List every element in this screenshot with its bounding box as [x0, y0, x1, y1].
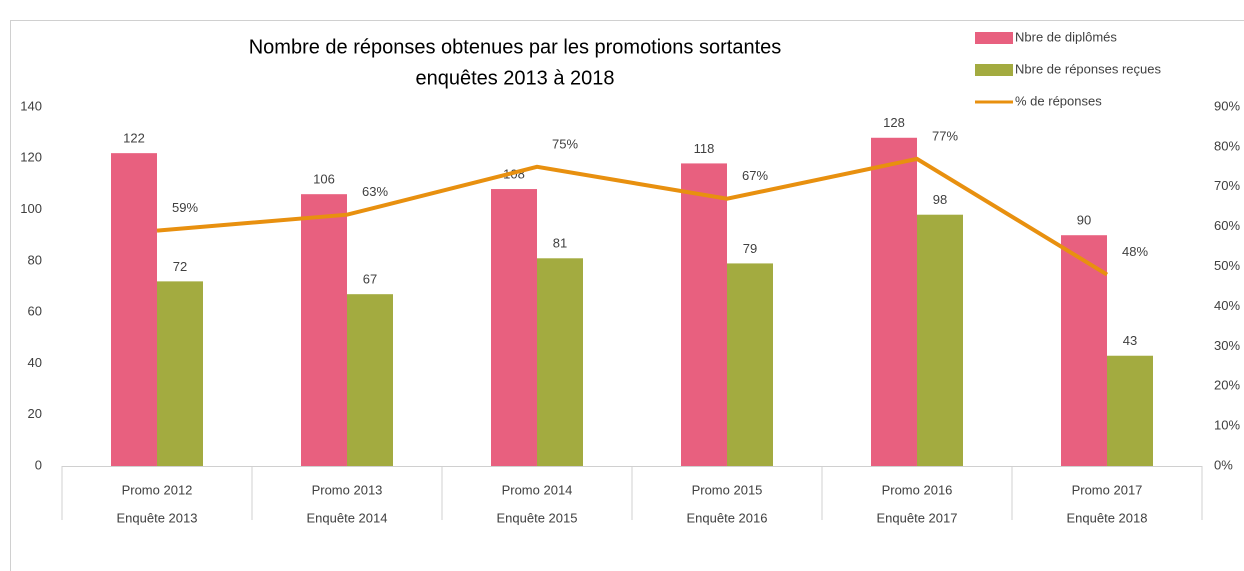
x-tick-label: Enquête 2016: [687, 510, 768, 525]
x-tick-label: Enquête 2015: [497, 510, 578, 525]
data-label: 63%: [362, 184, 388, 199]
bar: [681, 163, 727, 466]
bar: [871, 137, 917, 466]
data-label: 77%: [932, 128, 958, 143]
data-label: 48%: [1122, 244, 1148, 259]
x-tick-label: Enquête 2018: [1067, 510, 1148, 525]
x-tick-label: Enquête 2014: [307, 510, 388, 525]
bar: [157, 281, 203, 466]
legend-marker: [975, 64, 1013, 76]
data-label: 118: [694, 141, 715, 156]
x-tick-label: Promo 2016: [882, 482, 953, 497]
chart-border: [10, 20, 1244, 571]
x-tick-label: Enquête 2017: [877, 510, 958, 525]
x-tick-label: Enquête 2013: [117, 510, 198, 525]
data-label: 43: [1123, 333, 1137, 348]
y-tick-label: 40: [28, 355, 42, 370]
data-label: 59%: [172, 200, 198, 215]
y2-tick-label: 20%: [1214, 378, 1240, 393]
bar: [1107, 355, 1153, 466]
legend-label: Nbre de diplômés: [1015, 29, 1117, 44]
y2-tick-label: 10%: [1214, 418, 1240, 433]
x-tick-label: Promo 2017: [1072, 482, 1143, 497]
y2-tick-label: 70%: [1214, 178, 1240, 193]
y-tick-label: 120: [20, 150, 42, 165]
bar: [301, 194, 347, 466]
x-tick-label: Promo 2014: [502, 482, 573, 497]
x-tick-label: Promo 2013: [312, 482, 383, 497]
y2-tick-label: 60%: [1214, 218, 1240, 233]
bar: [491, 189, 537, 467]
x-tick-label: Promo 2015: [692, 482, 763, 497]
legend-label: % de réponses: [1015, 93, 1102, 108]
line: [156, 156, 1109, 277]
y2-tick-label: 50%: [1214, 258, 1240, 273]
bar: [537, 258, 583, 466]
chart-subtitle: enquêtes 2013 à 2018: [415, 67, 614, 89]
x-tick-label: Promo 2012: [122, 482, 193, 497]
legend-label: Nbre de réponses reçues: [1015, 61, 1161, 76]
chart-title: Nombre de réponses obtenues par les prom…: [249, 36, 782, 58]
bar: [1061, 235, 1107, 466]
data-label: 81: [553, 236, 567, 251]
data-label: 128: [883, 115, 905, 130]
y-tick-label: 60: [28, 304, 42, 319]
bar: [111, 153, 157, 466]
data-label: 90: [1077, 213, 1091, 228]
y2-tick-label: 30%: [1214, 338, 1240, 353]
y-tick-label: 0: [35, 457, 42, 472]
y-tick-label: 140: [20, 98, 42, 113]
legend-marker: [975, 32, 1013, 44]
y2-tick-label: 90%: [1214, 98, 1240, 113]
data-label: 67%: [742, 168, 768, 183]
y2-tick-label: 80%: [1214, 138, 1240, 153]
data-label: 75%: [552, 136, 578, 151]
data-label: 106: [313, 172, 335, 187]
y2-tick-label: 0%: [1214, 457, 1233, 472]
bar: [917, 214, 963, 466]
y-tick-label: 80: [28, 252, 42, 267]
data-label: 122: [123, 131, 145, 146]
bar: [727, 263, 773, 466]
data-label: 72: [173, 259, 187, 274]
y-tick-label: 100: [20, 201, 42, 216]
y2-tick-label: 40%: [1214, 298, 1240, 313]
bar: [347, 294, 393, 466]
data-label: 67: [363, 272, 377, 287]
y-tick-label: 20: [28, 406, 42, 421]
data-label: 79: [743, 241, 757, 256]
data-label: 98: [933, 192, 947, 207]
